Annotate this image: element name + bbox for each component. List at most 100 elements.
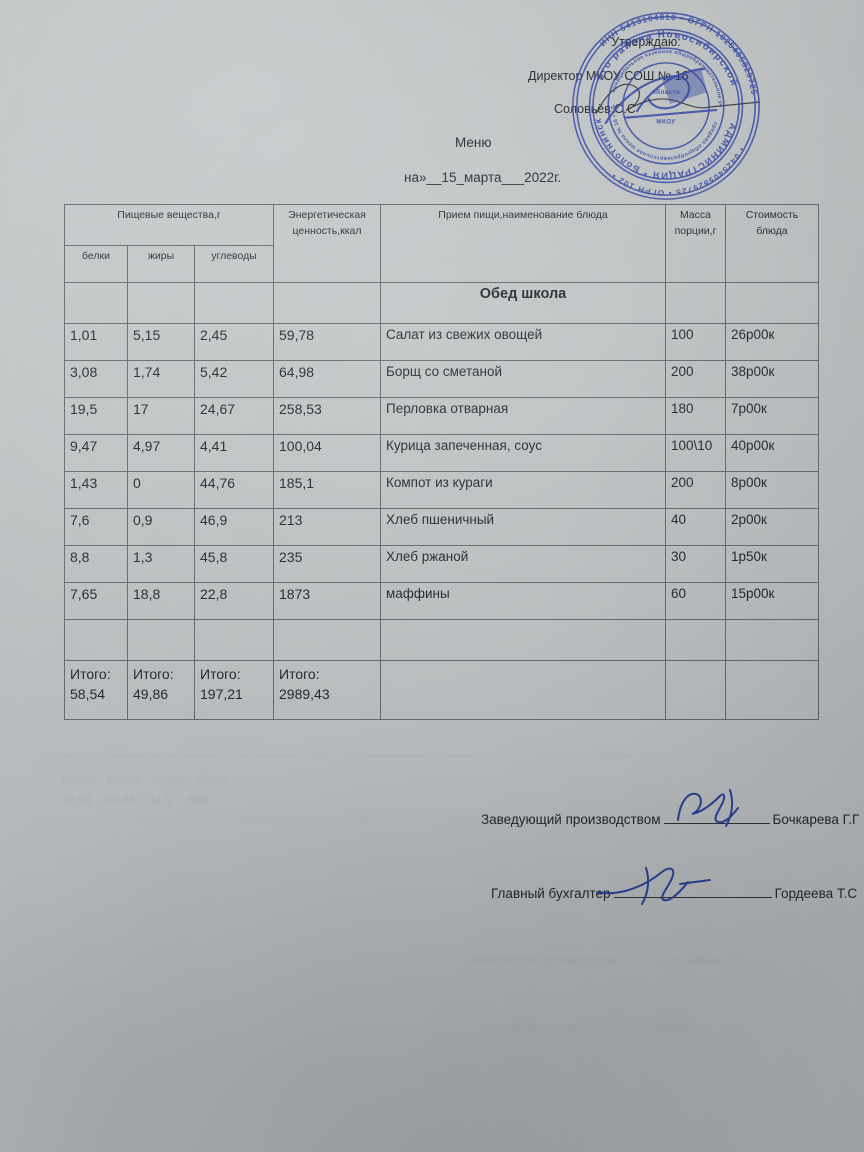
cell-empty [380,619,666,661]
cell-cost [725,660,819,720]
cell-mass: 200 [665,471,726,509]
header-dish: Прием пищи,наименование блюда [380,204,666,283]
cell-mass: 200 [665,360,726,398]
cell-mass: 180 [665,397,726,435]
table-row: 1,01 5,15 2,45 59,78 Салат из свежих овощей 1… [64,323,819,361]
cell-cost: 7р00к [725,397,819,435]
cell-fats: 5,15 [127,323,195,361]
cell-mass [665,282,726,324]
cell-mass: 100\10 [665,434,726,472]
header-fats: жиры [127,245,195,283]
cell-cost [725,282,819,324]
cell-fats: 1,3 [127,545,195,583]
cell-fats: 17 [127,397,195,435]
showthrough-text: Заведующий производством ________ Бочкар… [470,955,743,967]
cell-energy: 213 [273,508,381,546]
header-cost: Стоимость блюда [725,204,819,283]
table-row: 9,47 4,97 4,41 100,04 Курица запеченная, соу… [64,434,819,472]
header-carbs: углеводы [194,245,274,283]
header-mass: Масса порции,г [665,204,726,283]
showthrough-rule [60,756,820,757]
menu-table: Пищевые вещества,г Энергетическая ценнос… [64,204,819,720]
cell-energy: 1873 [273,582,381,620]
showthrough-text: Итого: Итого: Итого: Итого: [62,772,232,786]
section-title: Обед школа [380,282,666,324]
cell-total-fats: Итого: 49,86 [127,660,195,720]
table-row: 19,5 17 24,67 258,53 Перловка отварная 180 7р0… [64,397,819,435]
cell-energy: 59,78 [273,323,381,361]
cell-fats: 18,8 [127,582,195,620]
cell-cost: 15р00к [725,582,819,620]
table-row-blank [64,619,819,661]
cell-cost: 40р00к [725,434,819,472]
cell-dish [380,660,666,720]
table-row-section: Обед школа [64,282,819,324]
director-name: Соловьёв С.С [554,102,636,116]
cell-mass [665,660,726,720]
signature-person-name: Гордеева Т.С [774,886,858,901]
header-energy: Энергетическая ценность,ккал [273,204,381,283]
director-title: Директор МКОУ СОШ № 16 [528,68,689,83]
cell-energy: 235 [273,545,381,583]
cell-dish: маффины [380,582,666,620]
cell-dish: Хлеб ржаной [380,545,666,583]
cell-cost: 1р50к [725,545,819,583]
signature-row-accountant: Главный бухгалтер Гордеева Т.С [491,886,857,901]
cell-carbs: 2,45 [194,323,274,361]
cell-cost: 2р00к [725,508,819,546]
svg-text:• 0425405829725 • ОГРН 102 •: • 0425405829725 • ОГРН 102 • [610,146,746,198]
cell-mass: 100 [665,323,726,361]
cell-proteins: 7,6 [64,508,128,546]
signature-role-label: Главный бухгалтер [491,886,611,901]
cell-energy [273,282,381,324]
cell-proteins: 19,5 [64,397,128,435]
cell-energy: 64,98 [273,360,381,398]
cell-energy: 100,04 [273,434,381,472]
cell-cost: 38р00к [725,360,819,398]
cell-cost: 26р00к [725,323,819,361]
cell-carbs [194,282,274,324]
cell-dish: Борщ со сметаной [380,360,666,398]
cell-carbs: 4,41 [194,434,274,472]
cell-carbs: 24,67 [194,397,274,435]
cell-cost: 8р00к [725,471,819,509]
cell-carbs: 46,9 [194,508,274,546]
cell-empty [273,619,381,661]
cell-fats: 1,74 [127,360,195,398]
cell-proteins: 9,47 [64,434,128,472]
cell-mass: 60 [665,582,726,620]
signature-row-production: Заведующий производством Бочкарева Г.Г [481,812,859,827]
cell-dish: Компот из кураги [380,471,666,509]
signature-rule [663,823,770,824]
approval-block: Утверждаю: Директор МКОУ СОШ № 16 Соловь… [470,36,800,137]
approval-label: Утверждаю: [611,35,681,49]
cell-carbs: 44,76 [194,471,274,509]
cell-empty [725,619,819,661]
showthrough-rule [60,856,820,857]
table-row: 1,43 0 44,76 185,1 Компот из кураги 200 8р00к [64,471,819,509]
cell-empty [194,619,274,661]
cell-proteins [64,282,128,324]
header-nutrients-group: Пищевые вещества,г [64,204,274,246]
cell-carbs: 45,8 [194,545,274,583]
showthrough-text: Главный бухгалтер __________ Гордеева Т.… [480,1022,712,1034]
cell-total-carbs: Итого: 197,21 [194,660,274,720]
cell-empty [665,619,726,661]
cell-proteins: 3,08 [64,360,128,398]
cell-dish: Салат из свежих овощей [380,323,666,361]
cell-dish: Курица запеченная, соус [380,434,666,472]
cell-dish: Хлеб пшеничный [380,508,666,546]
cell-empty [64,619,128,661]
cell-energy: 185,1 [273,471,381,509]
cell-total-proteins: Итого: 58,54 [64,660,128,720]
cell-proteins: 8,8 [64,545,128,583]
signature-person-name: Бочкарева Г.Г [772,812,860,827]
cell-carbs: 22,8 [194,582,274,620]
cell-carbs: 5,42 [194,360,274,398]
cell-total-energy: Итого: 2989,43 [273,660,381,720]
menu-date: на»__15_марта___2022г. [404,170,562,185]
header-proteins: белки [64,245,128,283]
cell-energy: 258,53 [273,397,381,435]
table-row: 3,08 1,74 5,42 64,98 Борщ со сметаной 200 38р0… [64,360,819,398]
